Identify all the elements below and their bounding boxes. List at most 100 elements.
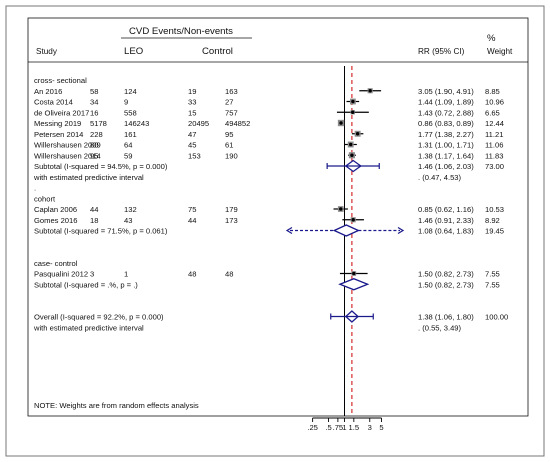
weight-value: 10.53 bbox=[485, 205, 504, 214]
x-axis: .25 .5.75 1 1.5 3 5 bbox=[307, 417, 384, 432]
leo-events: 80 bbox=[90, 141, 98, 150]
section-label: case- control bbox=[34, 259, 78, 268]
leo-events: 3 bbox=[90, 270, 94, 279]
weight-header: Weight bbox=[487, 47, 513, 56]
point-estimate bbox=[355, 132, 360, 136]
weight-value: 100.00 bbox=[485, 313, 508, 322]
control-header: Control bbox=[202, 46, 233, 57]
section-label: cross- sectional bbox=[34, 76, 87, 85]
x-tick-label: .5 bbox=[325, 423, 331, 432]
leo-events: 95 bbox=[90, 151, 98, 160]
control-nonevents: 48 bbox=[225, 270, 233, 279]
leo-nonevents: 146243 bbox=[124, 119, 149, 128]
leo-nonevents: 9 bbox=[124, 98, 128, 107]
leo-nonevents: 124 bbox=[124, 87, 137, 96]
control-events: 48 bbox=[188, 270, 196, 279]
control-nonevents: 61 bbox=[225, 141, 233, 150]
point-estimate bbox=[351, 218, 355, 222]
control-nonevents: 179 bbox=[225, 205, 238, 214]
predictive-label: with estimated predictive interval bbox=[33, 323, 144, 332]
study-name: Messing 2019 bbox=[34, 119, 81, 128]
x-tick-label: .75 bbox=[333, 423, 344, 432]
leo-events: 16 bbox=[90, 108, 98, 117]
subtotal-label: Subtotal (I-squared = 71.5%, p = 0.061) bbox=[34, 227, 168, 236]
weight-value: 10.96 bbox=[485, 98, 504, 107]
rr-ci-text: 1.08 (0.64, 1.83) bbox=[418, 227, 474, 236]
plot-frame bbox=[27, 17, 529, 417]
rr-ci-text: 0.85 (0.62, 1.16) bbox=[418, 205, 474, 214]
rr-ci-text: 1.46 (0.91, 2.33) bbox=[418, 216, 474, 225]
weight-value: 11.83 bbox=[485, 151, 503, 160]
control-events: 153 bbox=[188, 151, 201, 160]
rr-ci-text: 1.46 (1.06, 2.03) bbox=[418, 162, 474, 171]
weight-value: 6.65 bbox=[485, 108, 500, 117]
study-name: Willershausen 2014 bbox=[34, 151, 101, 160]
x-tick-label: 1.5 bbox=[349, 423, 360, 432]
leo-nonevents: 59 bbox=[124, 151, 132, 160]
rr-ci-text: 1.38 (1.06, 1.80) bbox=[418, 313, 474, 322]
subtotal-label: Subtotal (I-squared = .%, p = .) bbox=[34, 280, 138, 289]
predictive-ci-text: . (0.55, 3.49) bbox=[418, 323, 462, 332]
control-nonevents: 163 bbox=[225, 87, 238, 96]
study-name: de Oliveira 2017 bbox=[34, 108, 89, 117]
rr-ci-text: 1.38 (1.17, 1.64) bbox=[418, 151, 474, 160]
subtotal-diamond bbox=[338, 278, 370, 291]
predictive-label: with estimated predictive interval bbox=[33, 173, 144, 182]
weight-value: 12.44 bbox=[485, 119, 504, 128]
leo-nonevents: 161 bbox=[124, 130, 137, 139]
weight-value: 11.06 bbox=[485, 141, 503, 150]
point-estimate bbox=[349, 142, 353, 147]
rr-ci-text: 1.50 (0.82, 2.73) bbox=[418, 270, 474, 279]
rr-header: RR (95% CI) bbox=[418, 47, 465, 56]
x-tick-label: 3 bbox=[368, 423, 372, 432]
spacer-dot: . bbox=[34, 184, 36, 193]
study-name: Pasqualini 2012 bbox=[34, 270, 88, 279]
study-name: Willershausen 2009 bbox=[34, 141, 101, 150]
leo-events: 18 bbox=[90, 216, 98, 225]
control-nonevents: 173 bbox=[225, 216, 238, 225]
leo-nonevents: 64 bbox=[124, 141, 132, 150]
section-label: cohort bbox=[34, 194, 56, 203]
leo-nonevents: 132 bbox=[124, 205, 137, 214]
subtotal-label: Subtotal (I-squared = 94.5%, p = 0.000) bbox=[34, 162, 168, 171]
rr-ci-text: 3.05 (1.90, 4.91) bbox=[418, 87, 474, 96]
weight-value: 19.45 bbox=[485, 227, 504, 236]
point-estimate bbox=[368, 89, 372, 93]
forest-marks bbox=[285, 66, 405, 416]
control-events: 45 bbox=[188, 141, 196, 150]
weight-value: 8.92 bbox=[485, 216, 500, 225]
point-estimate bbox=[339, 121, 343, 125]
control-events: 15 bbox=[188, 108, 196, 117]
study-name: Petersen 2014 bbox=[34, 130, 83, 139]
control-events: 75 bbox=[188, 205, 196, 214]
control-events: 44 bbox=[188, 216, 196, 225]
leo-events: 34 bbox=[90, 98, 98, 107]
weight-value: 8.85 bbox=[485, 87, 500, 96]
rr-ci-text: 1.43 (0.72, 2.88) bbox=[418, 108, 474, 117]
weights-note: NOTE: Weights are from random effects an… bbox=[34, 401, 199, 410]
control-nonevents: 757 bbox=[225, 108, 238, 117]
control-events: 20495 bbox=[188, 119, 209, 128]
group-title: CVD Events/Non-events bbox=[129, 26, 233, 37]
leo-events: 228 bbox=[90, 130, 103, 139]
point-estimate bbox=[352, 271, 356, 276]
predictive-arrow-left bbox=[285, 226, 293, 235]
point-estimate bbox=[351, 110, 355, 114]
pct-header: % bbox=[487, 33, 496, 44]
rr-ci-text: 1.44 (1.09, 1.89) bbox=[418, 98, 474, 107]
leo-header: LEO bbox=[124, 46, 143, 57]
study-name: Caplan 2006 bbox=[34, 205, 77, 214]
control-events: 19 bbox=[188, 87, 196, 96]
weight-value: 11.21 bbox=[485, 130, 503, 139]
predictive-ci-text: . (0.47, 4.53) bbox=[418, 173, 462, 182]
point-estimate bbox=[350, 153, 354, 157]
control-nonevents: 27 bbox=[225, 98, 233, 107]
control-events: 33 bbox=[188, 98, 196, 107]
leo-nonevents: 43 bbox=[124, 216, 132, 225]
rr-ci-text: 1.31 (1.00, 1.71) bbox=[418, 141, 474, 150]
point-estimate bbox=[339, 207, 343, 211]
rr-ci-text: 1.77 (1.38, 2.27) bbox=[418, 130, 474, 139]
control-nonevents: 95 bbox=[225, 130, 233, 139]
control-events: 47 bbox=[188, 130, 196, 139]
